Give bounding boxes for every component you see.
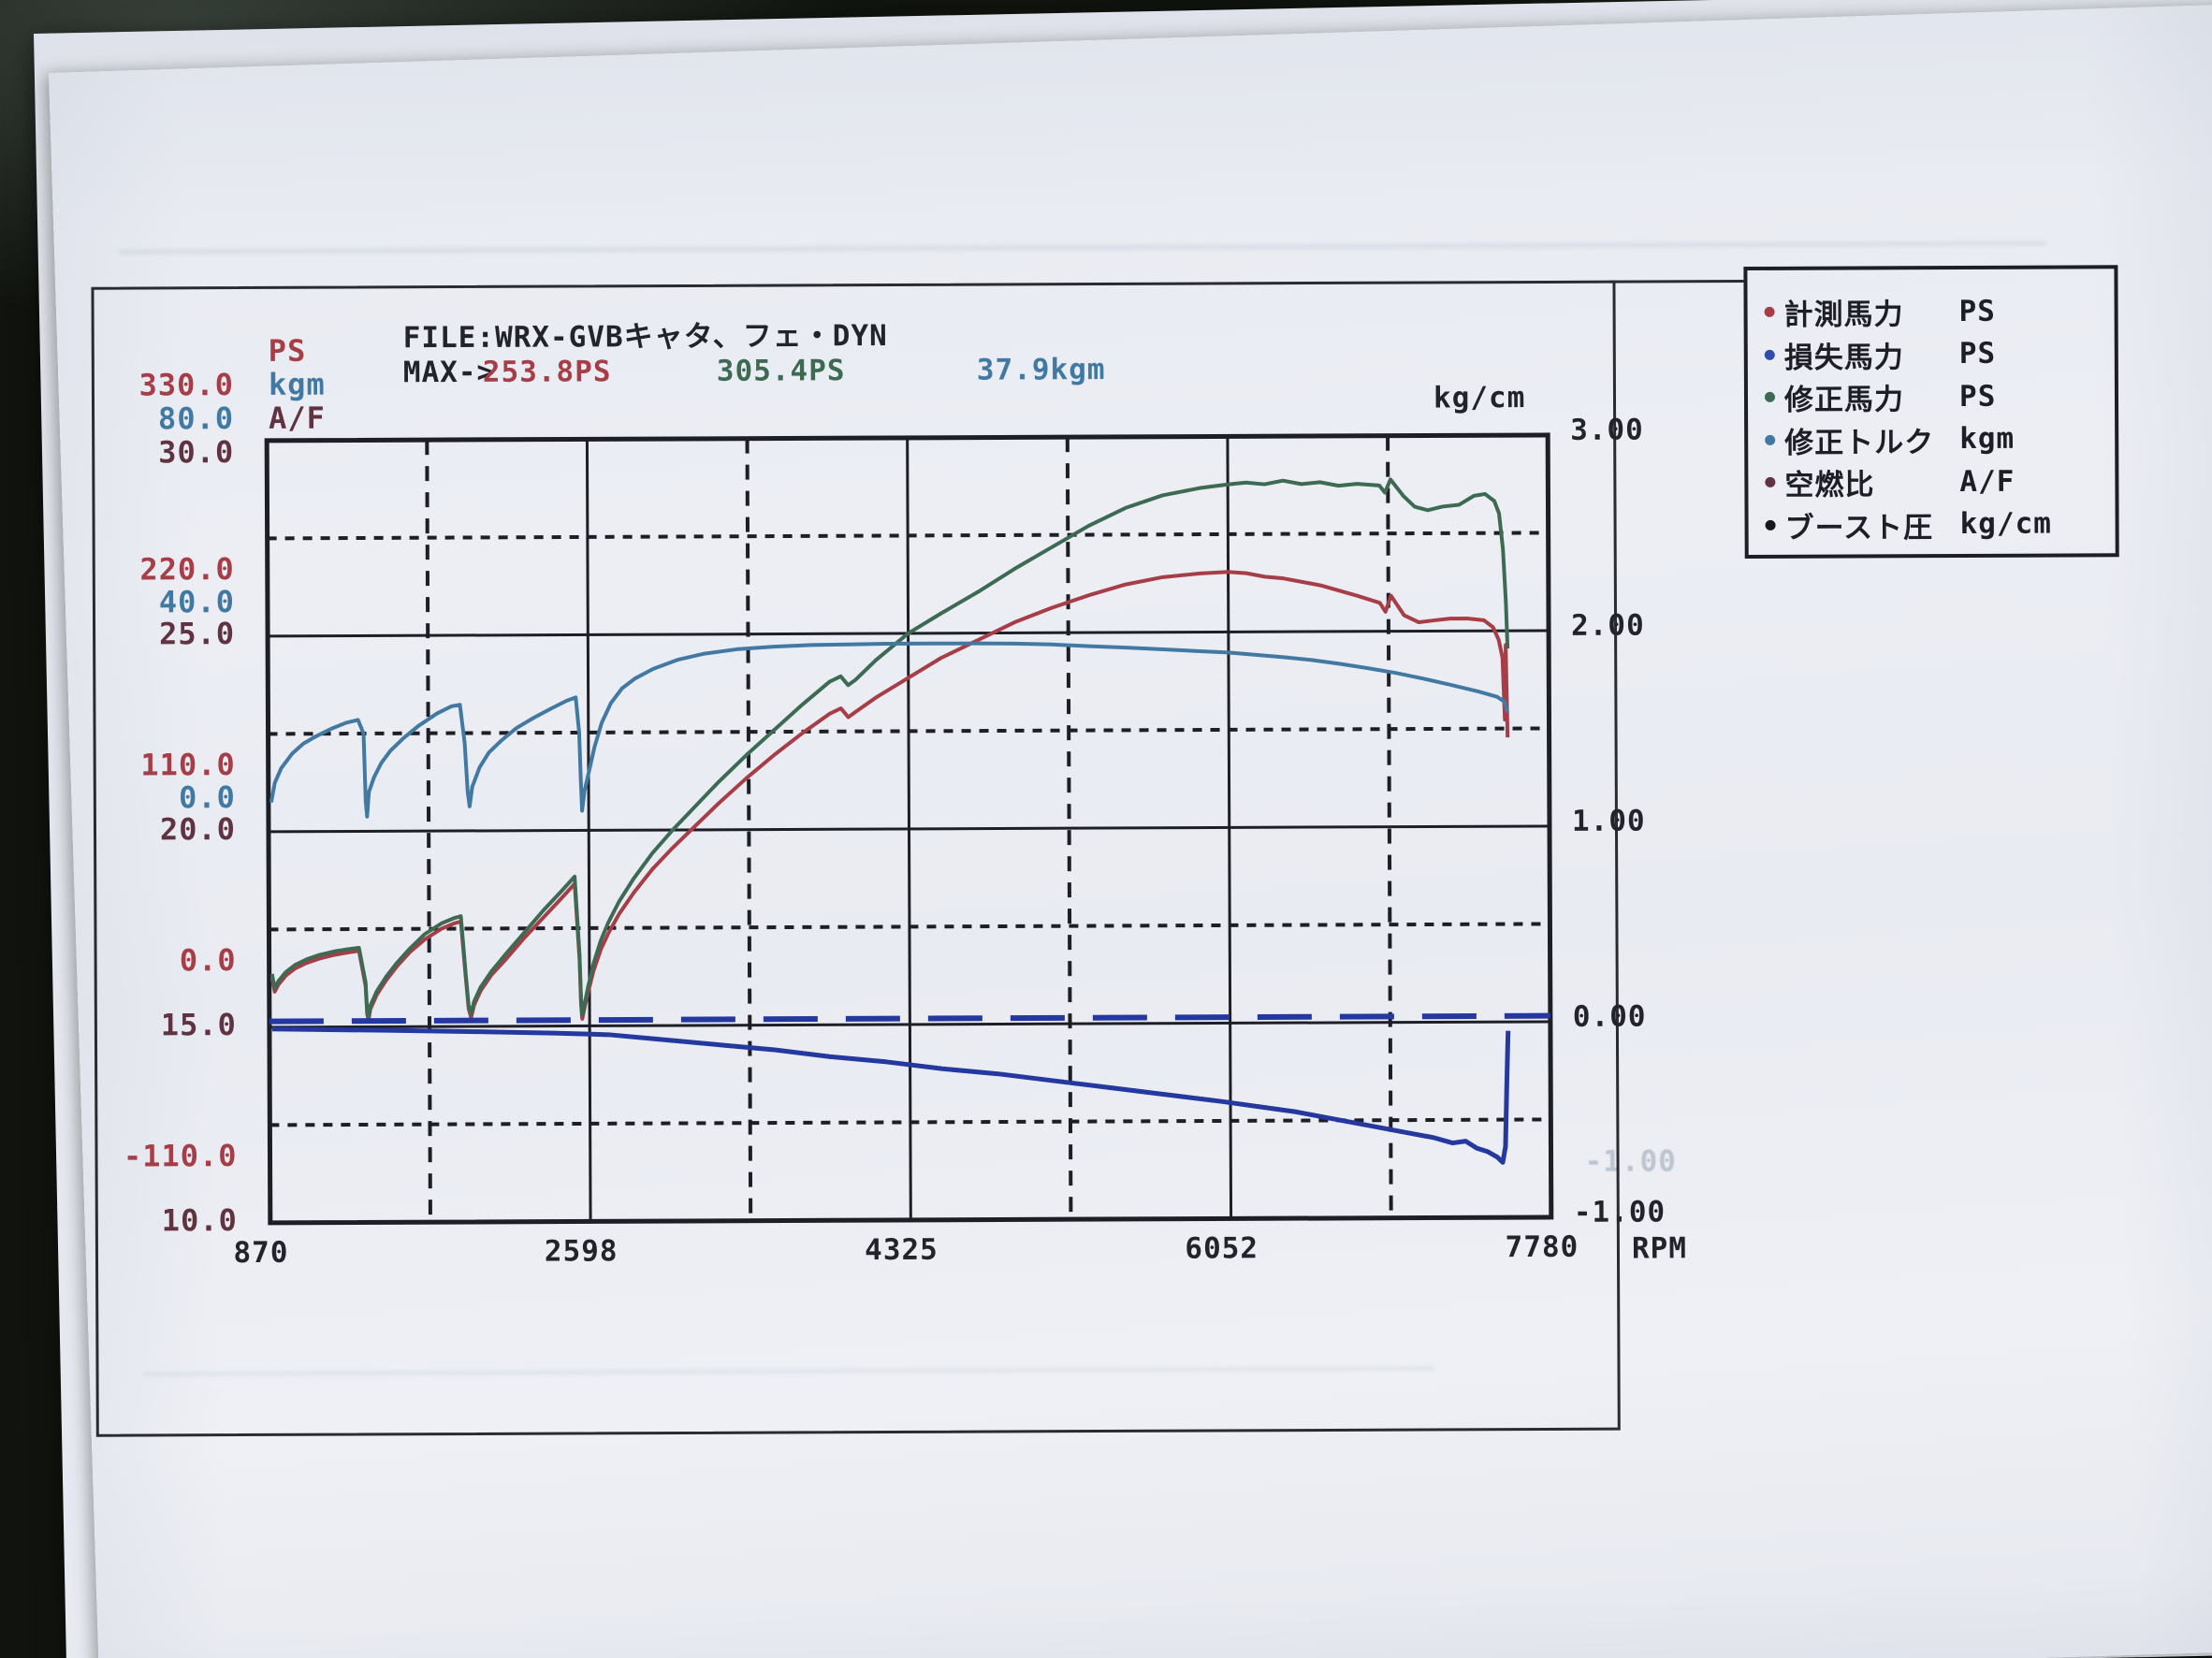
series-ps-計測馬力: [269, 570, 1510, 1022]
legend-dot-icon: [1764, 306, 1775, 317]
series-kgm-修正トルク: [269, 641, 1509, 819]
legend-dot-icon: [1764, 391, 1776, 402]
legend-label: 損失馬力: [1783, 340, 1904, 375]
legend-box: 計測馬力 PS 損失馬力 PS 修正馬力 PS 修正トルク kgm 空燃比 A/F ブースト圧 kg/…: [1743, 265, 2119, 560]
legend-item: 修正馬力 PS: [1764, 375, 1996, 418]
legend-item: 損失馬力 PS: [1764, 333, 1996, 376]
legend-item: ブースト圧 kg/cm: [1765, 503, 2052, 546]
series-ps-修正馬力: [269, 477, 1510, 1020]
major-v-gridline: [906, 437, 912, 1220]
legend-unit: PS: [1958, 336, 1997, 371]
legend-item: 修正トルク kgm: [1765, 418, 2015, 461]
legend-label: ブースト圧: [1784, 510, 1934, 545]
legend-unit: A/F: [1959, 464, 2016, 499]
legend-dot-icon: [1765, 519, 1776, 531]
legend-dot-icon: [1765, 476, 1776, 487]
major-v-gridline: [1226, 436, 1233, 1219]
legend-dot-icon: [1764, 349, 1775, 360]
legend-unit: kg/cm: [1959, 506, 2052, 542]
legend-unit: PS: [1958, 294, 1996, 328]
series-ps-損失馬力: [271, 1026, 1511, 1165]
legend-label: 修正馬力: [1783, 383, 1905, 417]
legend-unit: PS: [1958, 379, 1997, 414]
legend-dot-icon: [1765, 434, 1776, 445]
legend-item: 空燃比 A/F: [1765, 460, 2015, 503]
legend-label: 計測馬力: [1783, 298, 1904, 332]
legend-unit: kgm: [1959, 421, 2016, 457]
legend-label: 修正トルク: [1784, 425, 1935, 460]
series-kgcm-ブースト圧: [269, 1012, 1550, 1025]
legend-label: 空燃比: [1784, 468, 1875, 502]
major-h-gridline: [269, 1020, 1550, 1029]
legend-item: 計測馬力 PS: [1764, 290, 1996, 333]
plot-border: [264, 432, 1554, 1226]
